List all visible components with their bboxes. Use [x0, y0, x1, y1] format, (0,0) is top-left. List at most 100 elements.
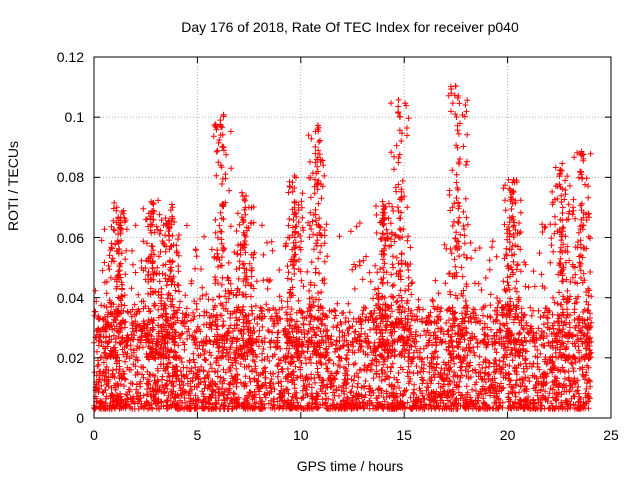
data-point	[508, 206, 515, 212]
data-point	[566, 319, 573, 326]
data-point	[291, 265, 298, 272]
data-point	[381, 398, 388, 405]
data-point	[149, 200, 156, 207]
data-point	[510, 385, 517, 391]
data-point	[259, 222, 265, 229]
data-point	[517, 197, 524, 204]
data-point	[500, 354, 507, 361]
data-point	[407, 244, 414, 251]
data-point	[134, 369, 141, 376]
data-point	[225, 259, 232, 266]
data-point	[468, 255, 475, 262]
data-point	[389, 261, 396, 268]
data-point	[261, 365, 267, 372]
data-point	[409, 279, 416, 286]
data-point	[199, 292, 206, 299]
data-point	[496, 357, 503, 364]
data-point	[201, 356, 208, 363]
data-point	[213, 172, 220, 179]
data-point	[461, 240, 468, 247]
data-point	[421, 328, 428, 335]
data-point	[432, 367, 439, 374]
data-point	[566, 182, 573, 189]
data-point	[493, 349, 500, 356]
data-point	[549, 311, 556, 318]
data-point	[343, 355, 350, 362]
data-point	[199, 346, 206, 353]
data-point	[390, 264, 397, 271]
data-point	[286, 216, 293, 222]
data-point	[565, 368, 572, 375]
data-point	[425, 391, 432, 398]
data-point	[456, 253, 463, 260]
data-point	[423, 387, 430, 394]
data-point	[318, 195, 325, 202]
data-point	[93, 372, 100, 379]
data-point	[478, 287, 485, 293]
data-point	[433, 361, 440, 368]
data-point	[413, 363, 420, 370]
data-point	[462, 195, 469, 202]
data-point	[227, 223, 234, 230]
data-point	[422, 332, 429, 338]
data-point	[448, 108, 454, 115]
data-point	[274, 373, 281, 380]
data-point	[202, 357, 209, 364]
data-point	[451, 256, 458, 263]
data-point	[108, 244, 115, 251]
data-point	[284, 275, 291, 282]
data-point	[461, 226, 468, 233]
data-point	[260, 346, 267, 352]
data-point	[424, 327, 431, 334]
data-point	[458, 367, 464, 374]
data-point	[482, 390, 489, 397]
data-point	[219, 143, 226, 150]
data-point	[267, 405, 274, 411]
data-point	[464, 221, 471, 228]
data-point	[503, 245, 510, 252]
data-point	[402, 388, 409, 395]
data-point	[321, 258, 328, 265]
data-point	[181, 395, 188, 401]
data-point	[469, 386, 476, 393]
data-point	[356, 399, 363, 406]
data-point	[556, 289, 563, 296]
data-point	[458, 264, 465, 271]
data-point	[288, 276, 295, 283]
data-point	[95, 357, 101, 364]
data-point	[217, 117, 224, 124]
data-point	[107, 274, 114, 281]
data-point	[408, 280, 415, 287]
data-point	[537, 350, 544, 357]
data-point	[313, 360, 320, 367]
data-point	[399, 177, 406, 184]
data-point	[473, 370, 479, 376]
data-point	[503, 251, 509, 258]
data-point	[130, 261, 136, 268]
data-point	[308, 371, 315, 378]
data-point	[171, 348, 178, 355]
data-point	[443, 361, 450, 368]
data-point	[260, 277, 267, 284]
data-point	[307, 194, 314, 201]
data-point	[456, 214, 463, 221]
data-point	[397, 287, 404, 294]
data-point	[321, 172, 328, 179]
data-point	[366, 269, 373, 276]
data-point	[463, 363, 470, 370]
data-point	[540, 342, 547, 349]
data-point	[356, 220, 363, 226]
data-point	[585, 183, 592, 190]
data-point	[216, 222, 223, 229]
data-point	[431, 329, 438, 336]
data-point	[383, 226, 390, 233]
data-point	[360, 307, 367, 314]
data-point	[397, 364, 404, 371]
data-point	[506, 362, 513, 369]
data-point	[91, 308, 98, 315]
data-point	[373, 230, 380, 236]
data-point	[248, 367, 255, 374]
data-point	[213, 148, 220, 155]
data-point	[291, 271, 298, 277]
data-point	[540, 321, 547, 328]
